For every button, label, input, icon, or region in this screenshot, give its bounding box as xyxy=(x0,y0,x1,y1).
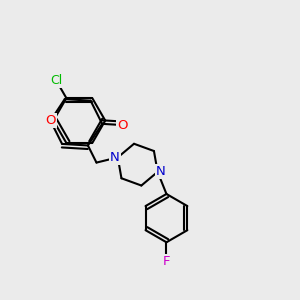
Text: Cl: Cl xyxy=(50,74,62,87)
Text: O: O xyxy=(118,118,128,132)
Text: N: N xyxy=(110,151,120,164)
Text: N: N xyxy=(156,165,165,178)
Text: O: O xyxy=(45,114,56,127)
Text: F: F xyxy=(163,255,170,268)
